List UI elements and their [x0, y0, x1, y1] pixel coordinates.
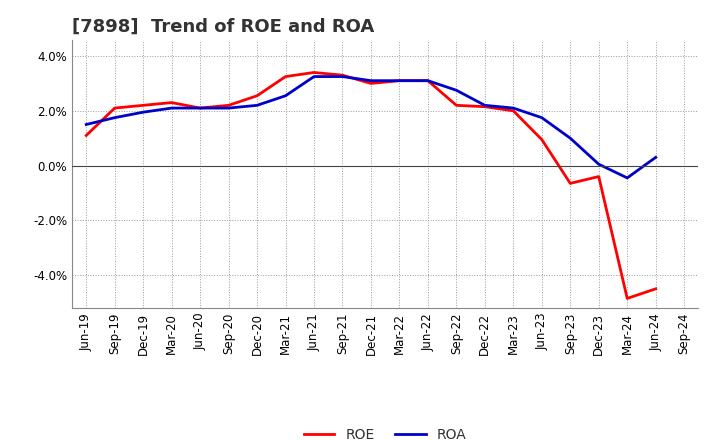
ROA: [225, 106, 233, 111]
ROE: [82, 133, 91, 138]
ROE: [595, 174, 603, 179]
ROE: [509, 108, 518, 114]
ROA: [82, 122, 91, 127]
ROE: [167, 100, 176, 105]
ROE: [338, 73, 347, 78]
ROA: [595, 161, 603, 167]
ROA: [167, 106, 176, 111]
Line: ROE: ROE: [86, 73, 656, 298]
ROE: [652, 286, 660, 291]
ROA: [566, 136, 575, 141]
ROA: [366, 78, 375, 83]
ROE: [566, 181, 575, 186]
ROA: [196, 106, 204, 111]
ROA: [480, 103, 489, 108]
ROE: [623, 296, 631, 301]
ROA: [338, 74, 347, 79]
ROA: [509, 106, 518, 111]
ROE: [282, 74, 290, 79]
ROE: [110, 106, 119, 111]
ROE: [310, 70, 318, 75]
ROA: [652, 155, 660, 160]
ROA: [452, 88, 461, 93]
Text: [7898]  Trend of ROE and ROA: [7898] Trend of ROE and ROA: [72, 17, 374, 35]
ROE: [537, 137, 546, 142]
ROA: [110, 115, 119, 120]
ROA: [253, 103, 261, 108]
ROA: [423, 78, 432, 83]
ROE: [423, 78, 432, 83]
Legend: ROE, ROA: ROE, ROA: [304, 428, 467, 440]
ROE: [452, 103, 461, 108]
ROA: [282, 93, 290, 99]
Line: ROA: ROA: [86, 77, 656, 178]
ROA: [139, 110, 148, 115]
ROE: [395, 78, 404, 83]
ROE: [480, 104, 489, 109]
ROE: [196, 106, 204, 111]
ROA: [537, 115, 546, 120]
ROE: [225, 103, 233, 108]
ROA: [310, 74, 318, 79]
ROA: [395, 78, 404, 83]
ROE: [253, 93, 261, 99]
ROA: [623, 175, 631, 180]
ROE: [139, 103, 148, 108]
ROE: [366, 81, 375, 86]
